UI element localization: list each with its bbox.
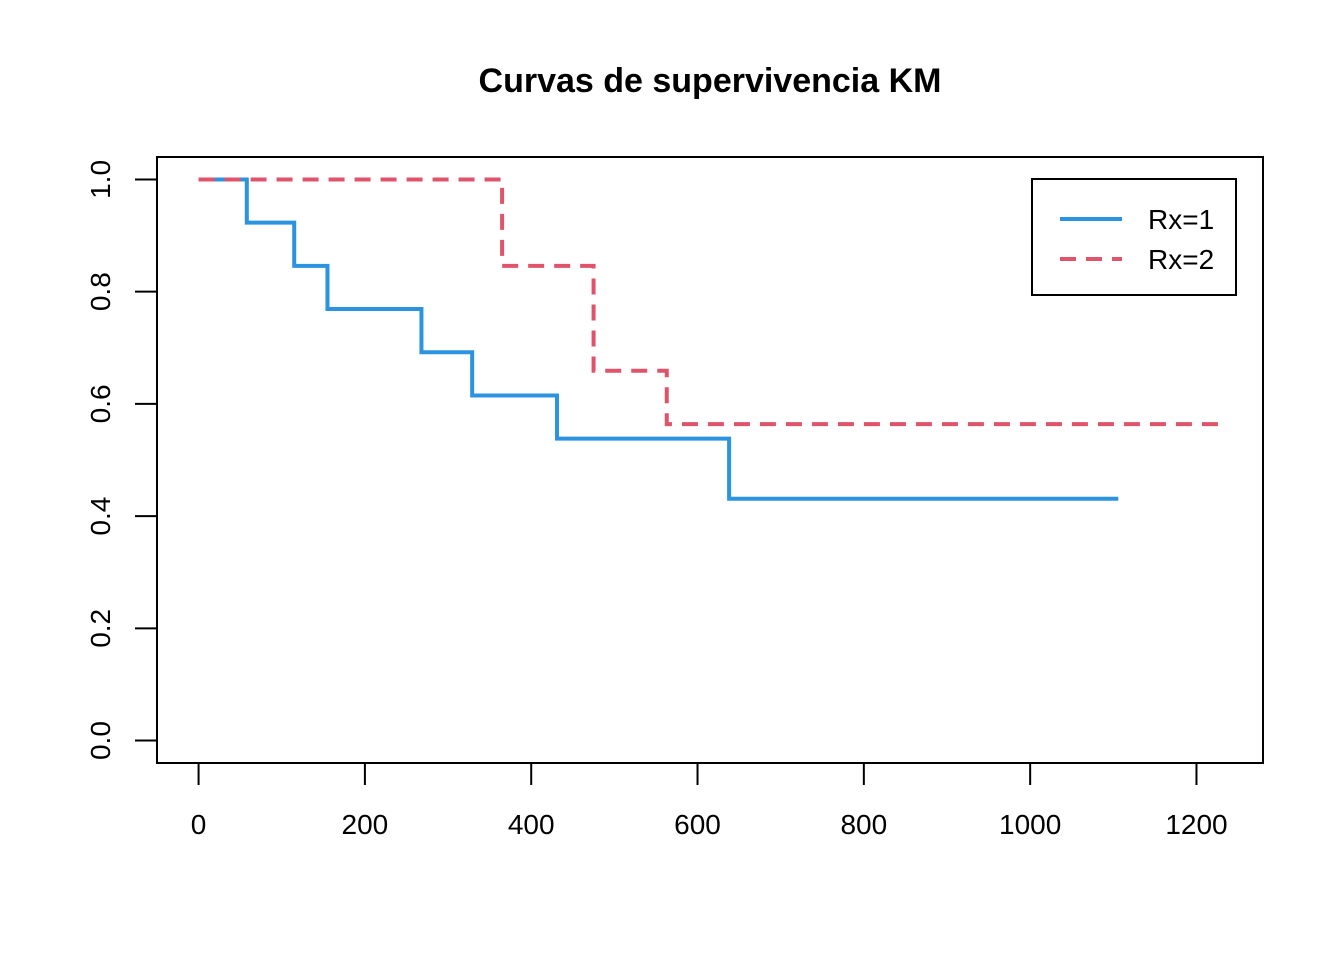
y-tick-label: 0.4 <box>85 497 116 536</box>
x-tick-label: 1200 <box>1165 809 1227 840</box>
chart-title: Curvas de supervivencia KM <box>479 62 942 100</box>
y-tick-label: 0.6 <box>85 384 116 423</box>
legend-label-2: Rx=2 <box>1148 244 1214 275</box>
y-tick-label: 0.2 <box>85 609 116 648</box>
y-axis: 0.0 0.2 0.4 0.6 0.8 1.0 <box>85 160 158 760</box>
x-axis: 0 200 400 600 800 1000 1200 <box>191 762 1228 840</box>
x-tick-label: 800 <box>840 809 887 840</box>
x-tick-label: 200 <box>342 809 389 840</box>
x-tick-label: 400 <box>508 809 555 840</box>
x-tick-label: 1000 <box>999 809 1061 840</box>
x-tick-label: 600 <box>674 809 721 840</box>
y-tick-label: 1.0 <box>85 160 116 199</box>
y-tick-label: 0.0 <box>85 721 116 760</box>
legend-box <box>1031 178 1237 296</box>
legend-label-1: Rx=1 <box>1148 204 1214 235</box>
legend: Rx=1 Rx=2 <box>1031 178 1237 296</box>
series-layer <box>198 177 1219 501</box>
series-line-1 <box>198 177 1119 501</box>
x-tick-label: 0 <box>191 809 207 840</box>
y-tick-label: 0.8 <box>85 272 116 311</box>
series-line-2 <box>198 177 1219 427</box>
